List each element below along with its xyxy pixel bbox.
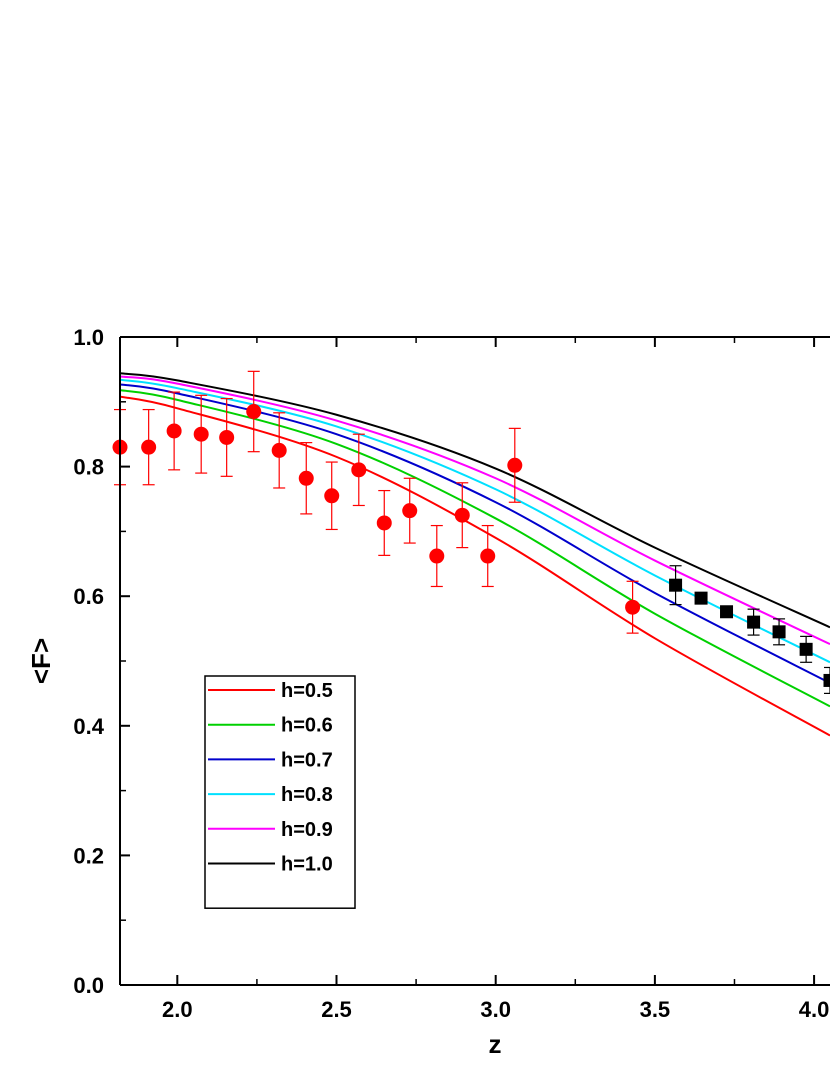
circle-point-13: [454, 507, 470, 523]
y-tick-label-0.8: 0.8: [73, 455, 104, 480]
legend-label-h=0.7: h=0.7: [281, 749, 333, 771]
circle-point-15: [507, 457, 523, 473]
circle-point-7: [298, 470, 314, 486]
legend-box: [204, 675, 356, 909]
legend-label-h=0.6: h=0.6: [281, 715, 333, 737]
y-tick-label-1.0: 1.0: [73, 325, 104, 350]
x-tick-label-3.0: 3.0: [480, 997, 511, 1022]
series-line-h=0.9: [120, 375, 830, 646]
x-tick-label-2.0: 2.0: [162, 997, 193, 1022]
circle-point-2: [166, 423, 182, 439]
circle-point-12: [429, 548, 445, 564]
circle-point-1: [141, 439, 157, 455]
y-tick-label-0.4: 0.4: [73, 714, 104, 739]
circle-point-5: [246, 404, 262, 420]
circle-point-4: [219, 429, 235, 445]
square-point-3: [747, 615, 761, 629]
legend-label-h=1.0: h=1.0: [281, 854, 333, 876]
y-tick-label-0.6: 0.6: [73, 584, 104, 609]
square-point-0: [669, 578, 683, 592]
y-tick-label-0.2: 0.2: [73, 843, 104, 868]
square-point-6: [823, 673, 830, 687]
legend: h=0.5 h=0.6 h=0.7 h=0.8 h=0.9 h=1.0: [204, 675, 356, 909]
circle-point-10: [376, 515, 392, 531]
circle-point-14: [480, 548, 496, 564]
y-tick-label-0.0: 0.0: [73, 973, 104, 998]
legend-label-h=0.8: h=0.8: [281, 784, 333, 806]
square-point-4: [772, 625, 786, 639]
x-axis-label: z: [489, 1029, 502, 1059]
square-point-1: [694, 591, 708, 605]
square-point-5: [799, 642, 813, 656]
series-line-h=1.0: [120, 372, 830, 629]
square-point-2: [720, 605, 734, 619]
circle-point-16: [625, 599, 641, 615]
circle-point-9: [351, 462, 367, 478]
series-line-h=0.6: [120, 389, 830, 708]
x-tick-label-3.5: 3.5: [640, 997, 671, 1022]
y-axis-label: <F>: [26, 638, 56, 684]
data-points: [112, 370, 830, 695]
x-tick-label-2.5: 2.5: [321, 997, 352, 1022]
circle-point-3: [193, 426, 209, 442]
series-line-h=0.7: [120, 383, 830, 684]
model-lines: [120, 372, 830, 737]
circle-point-6: [271, 442, 287, 458]
circle-point-11: [402, 503, 418, 519]
legend-label-h=0.5: h=0.5: [281, 680, 333, 702]
series-line-h=0.8: [120, 378, 830, 664]
axes: 2.0 2.5 3.0 3.5 4.0 0.0 0.2 0.4 0.6 0.8 1.0: [73, 325, 830, 1022]
circle-point-8: [324, 488, 340, 504]
x-tick-label-4.0: 4.0: [799, 997, 830, 1022]
legend-label-h=0.9: h=0.9: [281, 819, 333, 841]
